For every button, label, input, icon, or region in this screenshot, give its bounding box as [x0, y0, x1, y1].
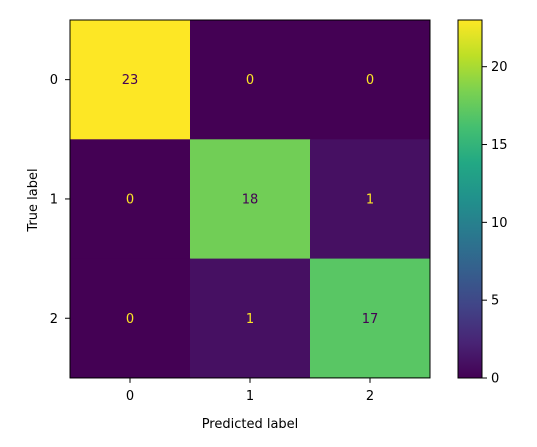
matrix-cell: [70, 258, 191, 379]
matrix-cell: [70, 139, 191, 260]
colorbar-tick-label: 0: [491, 372, 499, 387]
matrix-cell-value: 23: [122, 73, 139, 88]
y-tick-label: 1: [50, 192, 58, 207]
matrix-cell: [190, 139, 311, 260]
matrix-cell-value: 0: [246, 73, 254, 88]
colorbar: [457, 19, 483, 379]
matrix-cell-value: 1: [366, 192, 374, 207]
colorbar-ticks: 0 5 10 15 20: [482, 60, 508, 387]
matrix-cell: [310, 139, 431, 260]
matrix-cell: [70, 20, 191, 140]
matrix-cell-value: 1: [246, 312, 254, 327]
colorbar-tick-label: 10: [491, 216, 508, 231]
x-tick-label: 0: [126, 389, 134, 404]
matrix-cell-value: 0: [126, 192, 134, 207]
y-tick-label: 2: [50, 312, 58, 327]
x-tick-label: 1: [246, 389, 254, 404]
matrix-cell: [310, 258, 431, 379]
matrix-cells: [70, 20, 431, 379]
y-axis-label: True label: [26, 168, 41, 232]
matrix-cell-labels: 23 0 0 0 18 1 0 1 17: [122, 73, 379, 327]
matrix-cell-value: 18: [242, 192, 259, 207]
matrix-cell-value: 0: [126, 312, 134, 327]
x-axis-ticks: 0 1 2: [126, 377, 374, 404]
colorbar-tick-label: 20: [491, 60, 508, 75]
matrix-cell: [190, 258, 311, 379]
colorbar-tick-label: 15: [491, 138, 508, 153]
x-tick-label: 2: [366, 389, 374, 404]
matrix-cell: [310, 20, 431, 140]
matrix-cell: [190, 20, 311, 140]
matrix-cell-value: 0: [366, 73, 374, 88]
y-axis-ticks: 0 1 2: [50, 73, 70, 327]
matrix-cell-value: 17: [362, 312, 379, 327]
y-tick-label: 0: [50, 73, 58, 88]
x-axis-label: Predicted label: [202, 417, 299, 432]
colorbar-tick-label: 5: [491, 294, 499, 309]
